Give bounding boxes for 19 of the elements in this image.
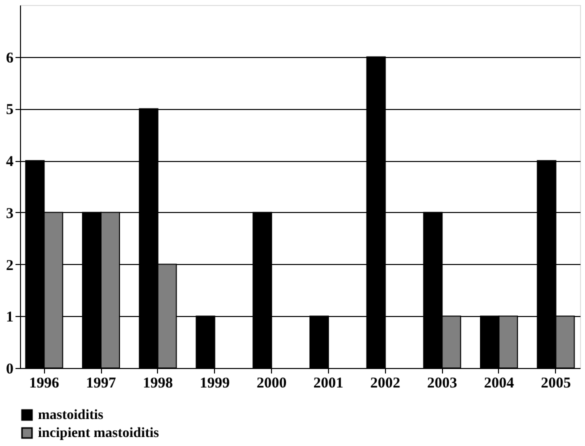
x-tick-label: 2003: [427, 376, 458, 392]
x-tick-label: 2004: [484, 376, 514, 392]
y-tick-label: 5: [6, 102, 14, 118]
y-tick-label: 0: [6, 362, 14, 378]
x-tick-label: 2000: [256, 376, 287, 392]
x-tick-label: 2005: [540, 376, 571, 392]
legend-label: incipient mastoiditis: [38, 426, 160, 441]
y-tick-label: 4: [6, 154, 14, 170]
x-tick-label: 1996: [29, 376, 60, 392]
x-tick-label: 1998: [142, 376, 173, 392]
y-tick-label: 6: [6, 50, 14, 66]
y-tick-label: 3: [6, 206, 14, 222]
legend-label: mastoiditis: [38, 408, 104, 423]
x-tick-label: 2001: [313, 376, 344, 392]
x-tick-label: 1997: [86, 376, 117, 392]
x-tick-label: 2002: [370, 376, 400, 392]
y-tick-label: 1: [6, 310, 14, 326]
y-tick-label: 2: [6, 258, 14, 274]
x-tick-label: 1999: [200, 376, 230, 392]
